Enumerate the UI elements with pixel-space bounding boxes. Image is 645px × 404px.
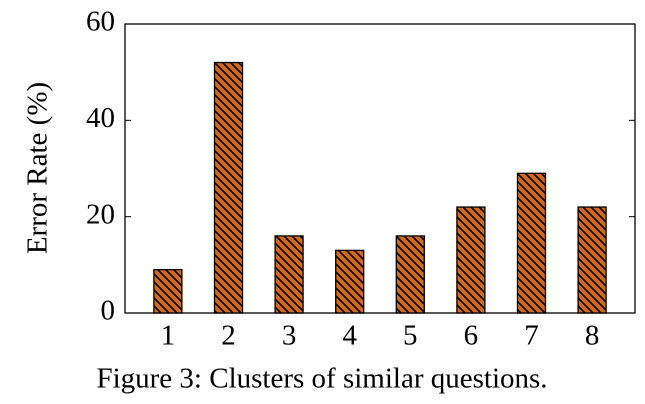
bar bbox=[516, 172, 547, 314]
x-tick-label: 8 bbox=[585, 320, 600, 352]
x-tick-label: 3 bbox=[282, 320, 297, 352]
x-tick-label: 4 bbox=[342, 320, 357, 352]
x-tick-label: 2 bbox=[221, 320, 236, 352]
y-tick-label: 60 bbox=[86, 6, 115, 38]
plot-frame bbox=[124, 23, 636, 314]
y-axis-label: Error Rate (%) bbox=[22, 82, 54, 254]
bar bbox=[456, 206, 486, 314]
caption: Figure 3: Clusters of similar questions. bbox=[96, 363, 547, 395]
y-tick-label: 20 bbox=[86, 198, 115, 230]
x-tick-label: 7 bbox=[524, 320, 539, 352]
y-tick-label: 0 bbox=[101, 295, 116, 327]
bar bbox=[577, 206, 607, 314]
bar bbox=[274, 235, 304, 314]
bar bbox=[395, 235, 425, 314]
x-tick-label: 5 bbox=[403, 320, 418, 352]
bar bbox=[153, 268, 183, 314]
y-tick-label: 40 bbox=[86, 102, 115, 134]
bar bbox=[213, 61, 244, 314]
bar bbox=[335, 249, 365, 314]
x-tick-label: 1 bbox=[161, 320, 176, 352]
x-tick-label: 6 bbox=[464, 320, 479, 352]
